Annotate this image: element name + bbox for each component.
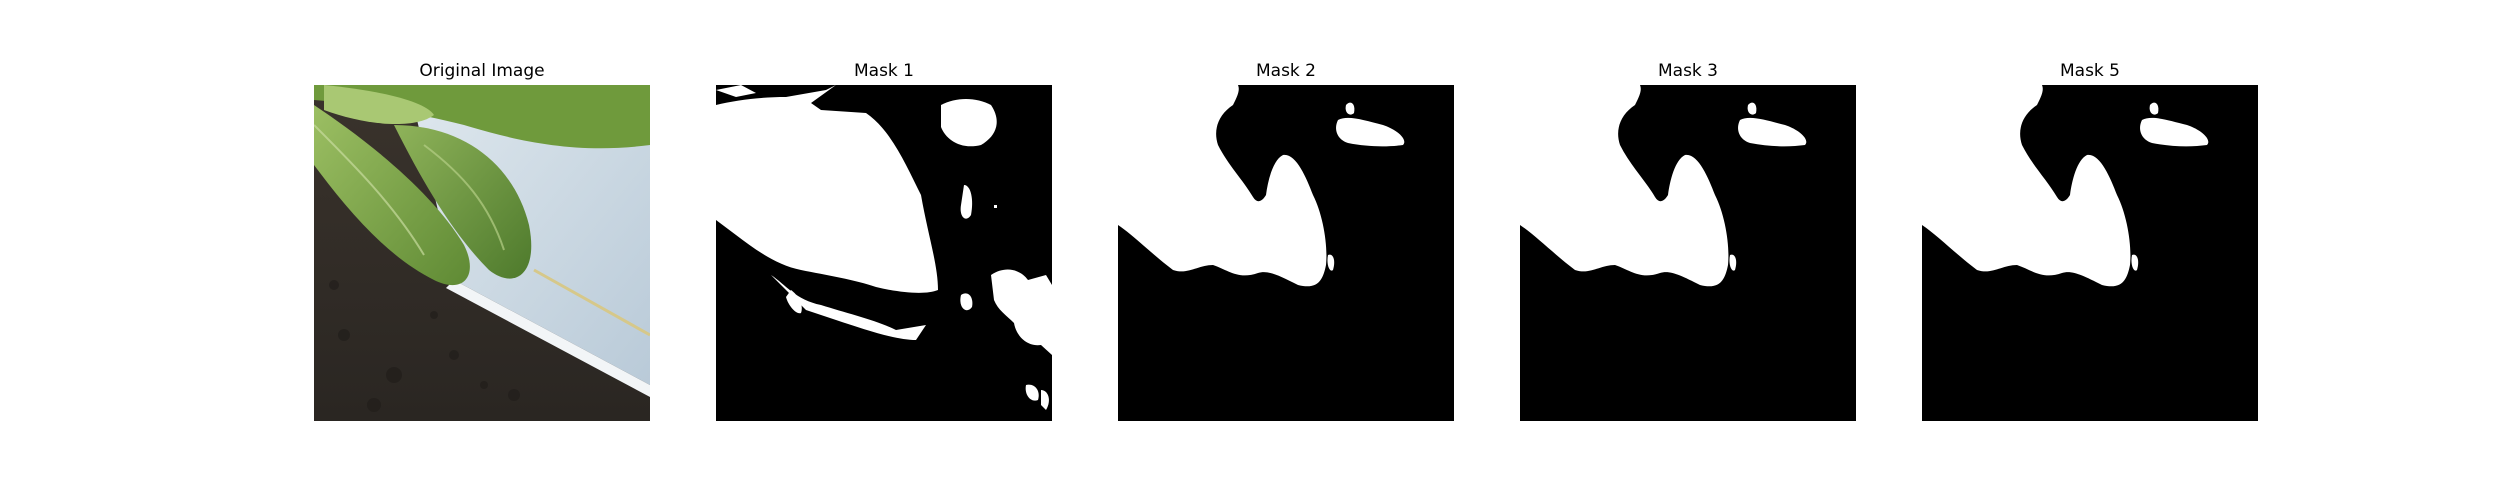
panel-mask-5 bbox=[1922, 85, 2258, 421]
panel-title-mask-3: Mask 3 bbox=[1657, 61, 1718, 81]
panel-mask-2 bbox=[1118, 85, 1454, 421]
panel-original-image bbox=[314, 85, 650, 421]
mask-5-image bbox=[1922, 85, 2258, 421]
mask-3-image bbox=[1520, 85, 1856, 421]
panel-title-mask-1: Mask 1 bbox=[853, 61, 914, 81]
mask-2-image bbox=[1118, 85, 1454, 421]
panel-mask-1 bbox=[716, 85, 1052, 421]
panel-title-mask-2: Mask 2 bbox=[1255, 61, 1316, 81]
original-image bbox=[314, 85, 650, 421]
panel-title-mask-5: Mask 5 bbox=[2059, 61, 2120, 81]
panel-title-original-image: Original Image bbox=[419, 61, 545, 81]
mask-1-image bbox=[716, 85, 1052, 421]
panel-mask-3 bbox=[1520, 85, 1856, 421]
